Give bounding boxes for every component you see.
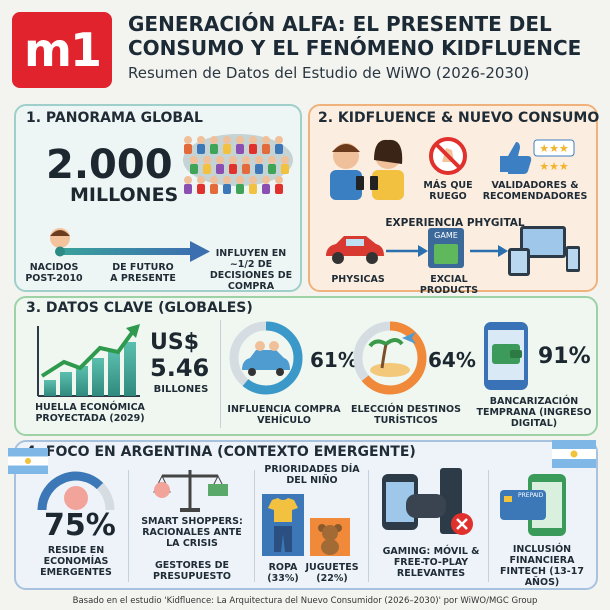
m1-logo: m1 xyxy=(12,12,112,88)
panel3-title: 3. DATOS CLAVE (GLOBALES) xyxy=(26,300,253,316)
phygital-label: EXPERIENCIA PHYGITAL xyxy=(385,217,525,229)
divider xyxy=(128,470,129,582)
growth-bar-chart-icon xyxy=(37,324,140,397)
amount-unit: BILLONES xyxy=(153,384,209,395)
svg-text:★★★: ★★★ xyxy=(539,160,569,173)
divider xyxy=(220,320,221,428)
gaming-label: GAMING: MÓVIL & FREE-TO-PLAY RELEVANTES xyxy=(382,546,480,579)
argentina-flag-right-icon xyxy=(552,440,596,468)
gestores-label: GESTORES DE PRESUPUESTO xyxy=(153,560,231,582)
stat-banca-label: BANCARIZACIÓN TEMPRANA (INGRESO DIGITAL) xyxy=(476,396,592,429)
game-box-label: GAME xyxy=(434,231,458,240)
svg-text:★★★: ★★★ xyxy=(539,142,569,155)
card-label: PREPAID xyxy=(518,492,544,499)
fintech-label: INCLUSIÓN FINANCIERA FINTECH (13-17 AÑOS… xyxy=(500,544,584,588)
teddy-bear-icon xyxy=(310,518,350,556)
big-unit: MILLONES xyxy=(70,184,179,206)
divider xyxy=(488,470,489,582)
timeline-label-influyen: INFLUYEN EN ~1/2 DE DECISIONES DE COMPRA xyxy=(209,248,293,292)
currency: US$ xyxy=(150,330,200,355)
prioridades-label: PRIORIDADES DÍA DEL NIÑO xyxy=(264,464,360,486)
car-family-donut-icon xyxy=(229,321,303,395)
mobile-wallet-icon xyxy=(484,322,528,390)
pct-value: 75% xyxy=(44,508,116,543)
validadores-label: VALIDADORES & RECOMENDADORES xyxy=(482,180,588,202)
children-crowd-icon xyxy=(183,134,293,194)
timeline-label-nacidos: NACIDOS POST-2010 xyxy=(25,262,83,284)
stat-banca-value: 91% xyxy=(538,344,591,369)
logo-text: m1 xyxy=(24,23,102,77)
no-begging-icon xyxy=(429,137,467,175)
timeline-label-futuro: DE FUTURO A PRESENTE xyxy=(110,262,176,284)
beach-destination-donut-icon xyxy=(353,321,427,395)
page-subtitle: Resumen de Datos del Estudio de WiWO (20… xyxy=(128,64,530,82)
fisicas-label: PHYSICAS xyxy=(331,274,385,285)
amount: 5.46 xyxy=(150,354,210,382)
clothes-icon xyxy=(262,494,304,556)
fintech-card-icon xyxy=(500,474,566,536)
digital-label: EXCIAL PRODUCTS xyxy=(419,274,479,296)
stat-vehiculo-value: 61% xyxy=(310,348,358,372)
stat-turismo-label: ELECCIÓN DESTINOS TURÍSTICOS xyxy=(351,404,461,426)
child-face-icon xyxy=(50,228,70,248)
page-title: GENERACIÓN ALFA: EL PRESENTE DEL CONSUMO… xyxy=(128,12,582,60)
footer-source: Basado en el estudio 'Kidfluence: La Arq… xyxy=(72,596,538,606)
devices-screens-icon xyxy=(508,226,580,276)
arrow-to-screens-icon xyxy=(470,245,508,257)
argentina-flag-left-icon xyxy=(8,448,48,474)
red-car-icon xyxy=(326,236,384,264)
balance-scale-icon xyxy=(153,470,228,512)
divider xyxy=(254,470,255,582)
arrow-to-game-icon xyxy=(386,245,428,257)
pct-label: RESIDE EN ECONOMÍAS EMERGENTES xyxy=(40,545,112,578)
stat-vehiculo-label: INFLUENCIA COMPRA VEHÍCULO xyxy=(227,404,341,426)
game-box-icon: GAME xyxy=(428,228,464,268)
smart-shoppers-label: SMART SHOPPERS: RACIONALES ANTE LA CRISI… xyxy=(141,516,243,549)
panel1-title: 1. PANORAMA GLOBAL xyxy=(26,110,203,126)
gaming-devices-icon xyxy=(382,468,473,535)
stat-turismo-value: 64% xyxy=(428,348,476,372)
panel2-title: 2. KIDFLUENCE & NUEVO CONSUMO xyxy=(318,110,600,126)
big-number: 2.000 xyxy=(46,142,173,188)
emerging-gauge-icon xyxy=(37,471,115,511)
ropa-label: ROPA (33%) xyxy=(267,562,299,584)
thumbs-up-stars-icon: ★★★ ★★★ xyxy=(500,139,575,174)
huella-label: HUELLA ECONÓMICA PROYECTADA (2029) xyxy=(35,402,145,424)
mas-que-juego-label: MÁS QUE RUEGO xyxy=(423,180,473,202)
timeline-arrow xyxy=(55,241,210,262)
kids-with-phones-icon xyxy=(330,139,404,200)
juguetes-label: JUGUETES (22%) xyxy=(305,562,359,584)
panel4-title: 4. FOCO EN ARGENTINA (CONTEXTO EMERGENTE… xyxy=(26,444,416,460)
divider xyxy=(368,470,369,582)
